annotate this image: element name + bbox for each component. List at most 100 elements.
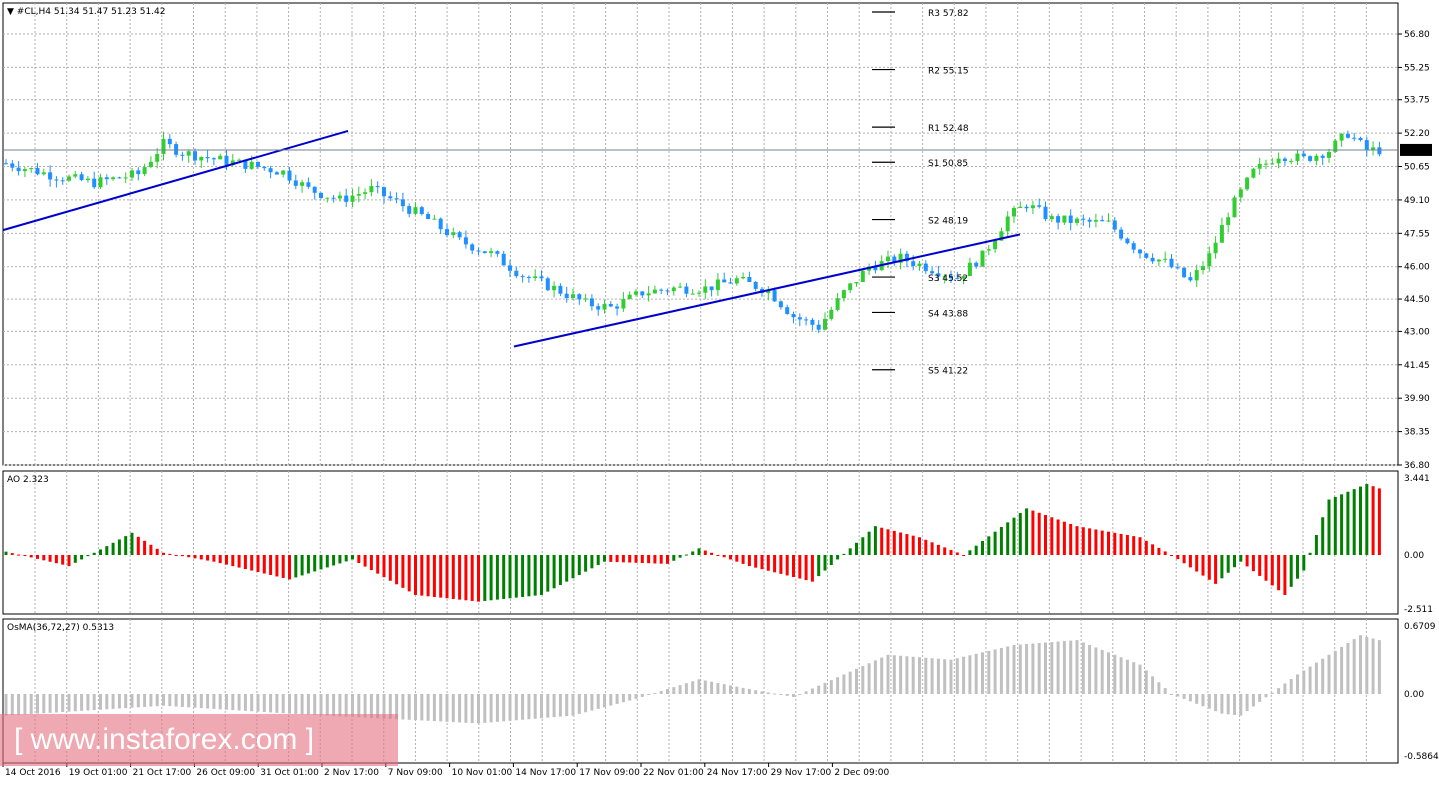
bull-candle [999, 231, 1004, 241]
osma-bar [1264, 694, 1268, 698]
bull-candle [854, 281, 859, 284]
osma-bar [1333, 650, 1337, 694]
ao-bar [193, 555, 197, 559]
osma-bar [124, 694, 128, 709]
bear-candle [344, 195, 349, 202]
ao-bar [269, 555, 273, 575]
bear-candle [577, 294, 582, 300]
ao-bar [1289, 555, 1293, 587]
ao-bar [873, 526, 877, 555]
upper-trendline[interactable] [2, 130, 349, 232]
ao-bar [615, 555, 619, 563]
bear-candle [778, 301, 783, 308]
osma-bar [1100, 649, 1104, 694]
bull-candle [1163, 258, 1168, 260]
ao-bar [73, 555, 77, 563]
bull-candle [1289, 160, 1294, 162]
bear-candle [772, 290, 777, 302]
ao-bar [716, 555, 720, 556]
osma-bar [1006, 646, 1010, 694]
ao-bar [527, 555, 531, 597]
bull-candle [986, 249, 991, 251]
osma-bar [640, 694, 644, 697]
osma-bar [1239, 694, 1243, 716]
ao-bar [817, 555, 821, 577]
osma-bar [1233, 694, 1236, 715]
lower-trendline[interactable] [513, 233, 1021, 348]
osma-bar [810, 688, 814, 694]
bull-candle [281, 170, 286, 175]
ao-bar [653, 555, 657, 564]
osma-bar [199, 694, 203, 709]
osma-bar [1075, 640, 1079, 694]
ao-bar [36, 555, 39, 559]
osma-bar [829, 680, 833, 694]
ao-bar [666, 555, 669, 564]
ao-bar [243, 555, 247, 570]
bull-candle [249, 161, 254, 169]
bear-candle [16, 167, 21, 172]
ao-bar [880, 527, 884, 555]
osma-bar [275, 694, 279, 713]
osma-bar [92, 694, 96, 711]
osma-bar [439, 694, 443, 722]
price-axis-label: 46.00 [1404, 263, 1430, 273]
bear-candle [1175, 267, 1180, 269]
ao-bar [684, 554, 688, 556]
time-axis-label: 17 Nov 09:00 [579, 768, 640, 778]
osma-bar [1226, 694, 1230, 715]
ao-bar [1201, 555, 1205, 576]
osma-bar [1346, 643, 1350, 694]
bear-candle [1024, 206, 1029, 209]
bull-candle [829, 309, 834, 319]
osma-bar [105, 694, 109, 710]
ao-bar [319, 555, 323, 570]
ao-bar [1069, 523, 1073, 555]
osma-bar [4, 694, 8, 716]
bear-candle [974, 262, 979, 267]
bull-candle [1339, 133, 1344, 141]
ao-bar [798, 555, 802, 579]
osma-bar [1283, 683, 1287, 694]
ao-bar [1251, 555, 1255, 572]
osma-bar [1012, 645, 1016, 694]
bear-candle [722, 279, 727, 283]
osma-axis-label: 0.6709 [1404, 622, 1436, 632]
osma-bar [1138, 664, 1142, 694]
time-axis-label: 14 Nov 17:00 [515, 768, 576, 778]
bear-candle [514, 270, 519, 277]
ao-bar [590, 555, 594, 569]
ao-bar [603, 555, 606, 562]
bear-candle [665, 290, 670, 292]
osma-bar [281, 694, 285, 714]
bull-candle [690, 293, 695, 295]
bear-candle [306, 182, 311, 187]
ao-bar [1170, 555, 1173, 556]
ao-panel[interactable] [2, 470, 1399, 615]
ao-bar [275, 555, 279, 577]
osma-bar [23, 694, 27, 715]
price-axis-label: 49.10 [1404, 196, 1430, 206]
bull-candle [646, 293, 651, 296]
price-axis-label: 44.50 [1404, 295, 1430, 305]
bear-candle [709, 286, 714, 291]
bear-candle [791, 314, 796, 318]
bear-candle [1282, 158, 1287, 162]
ao-bar [981, 541, 984, 555]
ao-bar [1157, 547, 1161, 555]
ao-bar [250, 555, 254, 571]
ao-bar [747, 555, 751, 567]
ao-bar [136, 536, 140, 555]
osma-bar [225, 694, 228, 710]
ao-bar [105, 546, 109, 555]
osma-bar [67, 694, 71, 712]
osma-bar [61, 694, 65, 713]
ao-bar [432, 555, 436, 597]
osma-bar [313, 694, 317, 715]
bear-candle [262, 166, 267, 169]
bear-candle [205, 157, 210, 159]
osma-bar [1044, 642, 1047, 694]
bear-candle [1087, 219, 1092, 222]
